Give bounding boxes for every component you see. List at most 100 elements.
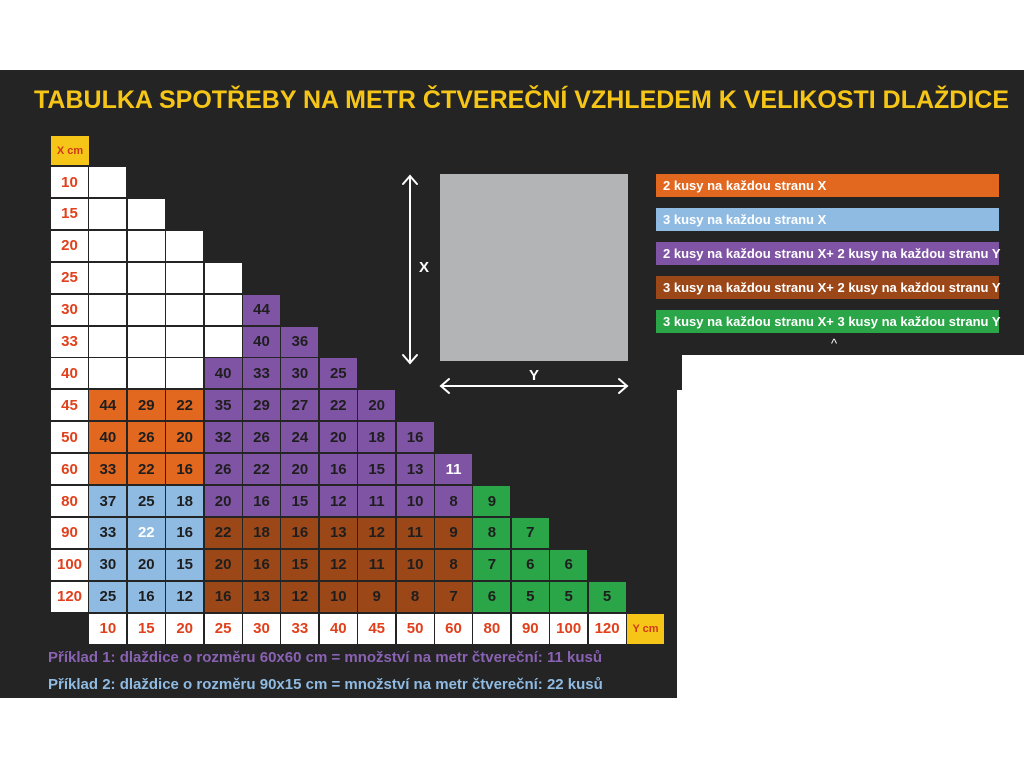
legend-item: 3 kusy na každou stranu X+ 2 kusy na kaž… — [656, 276, 1001, 299]
table-cell: 20 — [318, 421, 358, 454]
table-cell: 37 — [88, 485, 128, 517]
table-cell: 30 — [280, 357, 320, 390]
y-axis-label: Y cm — [626, 612, 665, 645]
table-cell: 13 — [395, 453, 435, 486]
table-cell: 40 — [203, 357, 243, 390]
row-header: 30 — [50, 293, 89, 326]
table-cell — [88, 166, 128, 198]
table-cell: 15 — [280, 548, 320, 581]
column-header: 45 — [357, 612, 397, 645]
table-cell: 20 — [203, 548, 243, 581]
column-header: 120 — [587, 612, 627, 645]
column-header: 40 — [318, 612, 358, 645]
column-header: 90 — [510, 612, 550, 645]
table-cell — [165, 293, 205, 326]
table-cell: 15 — [165, 548, 205, 581]
table-cell: 7 — [510, 516, 550, 549]
table-cell: 36 — [280, 325, 320, 358]
table-cell: 8 — [434, 485, 473, 517]
table-cell: 11 — [357, 548, 397, 581]
highlighted-table-cell: 11 — [434, 453, 473, 486]
table-cell — [88, 293, 128, 326]
table-cell — [88, 229, 128, 262]
legend-item: 2 kusy na každou stranu X+ 2 kusy na kaž… — [656, 242, 1001, 265]
table-cell: 20 — [357, 389, 397, 422]
column-header: 15 — [126, 612, 166, 645]
table-cell: 33 — [88, 453, 128, 486]
column-header: 10 — [88, 612, 128, 645]
table-cell: 20 — [165, 421, 205, 454]
legend-item: 3 kusy na každou stranu X — [656, 208, 999, 231]
table-cell: 10 — [395, 548, 435, 581]
table-cell: 16 — [165, 453, 205, 486]
column-header: 50 — [395, 612, 435, 645]
table-cell: 44 — [242, 293, 281, 326]
row-header: 45 — [50, 389, 89, 422]
table-cell: 25 — [88, 580, 128, 613]
row-header: 25 — [50, 261, 89, 294]
table-cell: 10 — [318, 580, 358, 613]
column-header: 30 — [242, 612, 281, 645]
table-cell: 33 — [88, 516, 128, 549]
table-cell: 44 — [88, 389, 128, 422]
legend-item: 3 kusy na každou stranu X+ 3 kusy na kaž… — [656, 310, 1001, 333]
table-cell: 16 — [318, 453, 358, 486]
table-cell: 13 — [318, 516, 358, 549]
table-cell: 22 — [165, 389, 205, 422]
table-cell: 22 — [318, 389, 358, 422]
column-header: 60 — [434, 612, 473, 645]
table-cell: 32 — [203, 421, 243, 454]
table-cell — [126, 261, 166, 294]
table-cell — [88, 325, 128, 358]
example-text: Příklad 1: dlaždice o rozměru 60x60 cm =… — [48, 649, 602, 666]
table-cell — [126, 293, 166, 326]
table-cell — [88, 261, 128, 294]
row-header: 15 — [50, 197, 89, 230]
table-cell: 22 — [126, 453, 166, 486]
example-text: Příklad 2: dlaždice o rozměru 90x15 cm =… — [48, 676, 603, 693]
table-cell: 12 — [165, 580, 205, 613]
table-cell: 20 — [126, 548, 166, 581]
table-cell: 16 — [280, 516, 320, 549]
table-cell: 9 — [472, 485, 512, 517]
column-header: 100 — [549, 612, 589, 645]
table-cell: 8 — [434, 548, 473, 581]
row-header: 80 — [50, 485, 89, 517]
table-cell — [203, 293, 243, 326]
board-background-notch — [677, 355, 682, 390]
table-cell — [126, 197, 166, 230]
table-cell: 15 — [280, 485, 320, 517]
table-cell: 5 — [549, 580, 589, 613]
table-cell: 27 — [280, 389, 320, 422]
table-cell — [126, 325, 166, 358]
table-cell: 35 — [203, 389, 243, 422]
table-cell: 16 — [395, 421, 435, 454]
table-cell: 6 — [510, 548, 550, 581]
chart-title: TABULKA SPOTŘEBY NA METR ČTVEREČNÍ VZHLE… — [34, 86, 1010, 114]
table-cell: 16 — [203, 580, 243, 613]
table-cell: 6 — [549, 548, 589, 581]
table-cell: 16 — [242, 548, 281, 581]
table-cell — [165, 325, 205, 358]
diagram-y-label: Y — [529, 367, 540, 384]
row-header: 100 — [50, 548, 89, 581]
table-cell: 7 — [472, 548, 512, 581]
table-cell — [165, 261, 205, 294]
table-cell: 20 — [203, 485, 243, 517]
table-cell: 40 — [88, 421, 128, 454]
table-cell — [126, 357, 166, 390]
table-cell: 8 — [472, 516, 512, 549]
tile-illustration — [440, 174, 628, 361]
row-header: 40 — [50, 357, 89, 390]
table-cell: 9 — [434, 516, 473, 549]
table-cell: 12 — [318, 485, 358, 517]
table-cell: 18 — [242, 516, 281, 549]
table-cell: 5 — [587, 580, 627, 613]
table-cell: 9 — [357, 580, 397, 613]
table-cell — [88, 197, 128, 230]
table-cell — [203, 261, 243, 294]
table-cell — [165, 357, 205, 390]
table-cell: 24 — [280, 421, 320, 454]
table-cell — [126, 229, 166, 262]
table-cell: 13 — [242, 580, 281, 613]
